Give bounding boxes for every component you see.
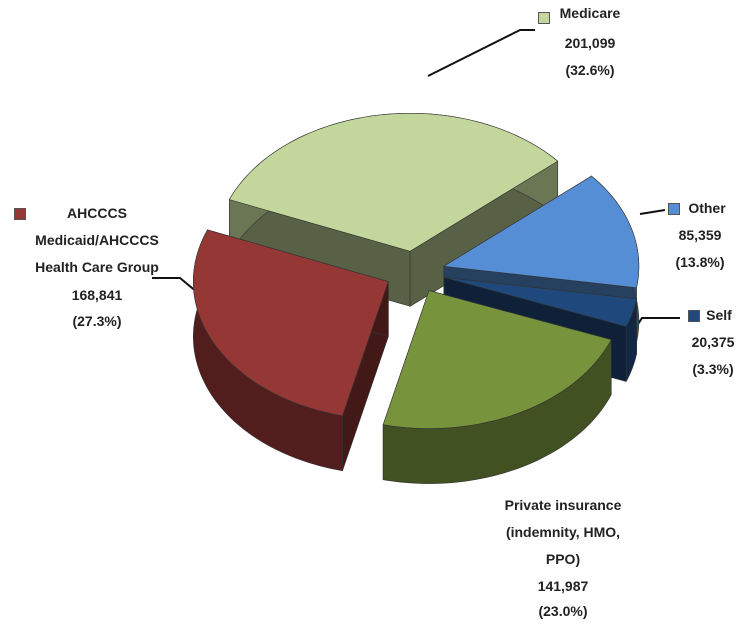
slice-label: AHCCCS Medicaid/AHCCCS Health Care Group (35, 205, 159, 275)
legend-swatch (688, 310, 700, 322)
slice (382, 290, 612, 429)
slice (193, 229, 389, 472)
percent-label: (3.3%) (692, 361, 734, 377)
percent-label: (32.6%) (565, 62, 615, 78)
legend-swatch (538, 12, 550, 24)
slice-label: Private insurance (indemnity, HMO, PPO) (504, 497, 622, 567)
value-label: 85,359 (678, 227, 722, 243)
slices (193, 112, 640, 484)
legend-swatch (14, 208, 26, 220)
legend-swatch (668, 203, 680, 215)
slice (193, 229, 389, 417)
leader-line (639, 209, 666, 215)
leader-line (427, 29, 535, 77)
value-label: 20,375 (691, 334, 735, 350)
slice (382, 290, 612, 484)
slice (228, 112, 559, 307)
value-label: 141,987 (537, 578, 589, 594)
value-label: 201,099 (564, 35, 616, 51)
slice-label: Self (706, 307, 732, 323)
slice (443, 277, 637, 327)
slice-label: Medicare (559, 5, 621, 21)
percent-label: (23.0%) (538, 603, 588, 619)
value-label: 168,841 (71, 287, 123, 303)
percent-label: (27.3%) (72, 313, 122, 329)
slice-label: Other (688, 200, 726, 216)
slice (442, 175, 640, 289)
percent-label: (13.8%) (675, 254, 725, 270)
slice (228, 112, 559, 252)
